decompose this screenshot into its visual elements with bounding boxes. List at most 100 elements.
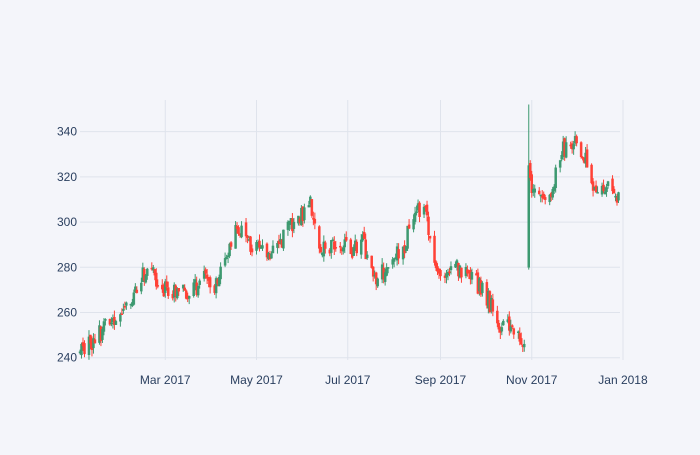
candle-increasing[interactable]: [114, 319, 118, 325]
candle-increasing[interactable]: [240, 221, 243, 239]
candle-increasing[interactable]: [261, 239, 264, 252]
candle-increasing[interactable]: [606, 180, 610, 189]
candle-increasing[interactable]: [146, 267, 149, 280]
candle-decreasing[interactable]: [93, 333, 97, 344]
candle-decreasing[interactable]: [370, 255, 373, 269]
candle-increasing[interactable]: [352, 244, 355, 256]
candle-decreasing[interactable]: [244, 217, 248, 243]
candle-increasing[interactable]: [359, 234, 363, 259]
candles-layer[interactable]: [78, 104, 620, 360]
candle-increasing[interactable]: [198, 278, 201, 289]
candle-decreasing[interactable]: [319, 244, 323, 254]
candle-decreasing[interactable]: [364, 233, 367, 260]
candle-decreasing[interactable]: [237, 225, 240, 236]
candle-decreasing[interactable]: [318, 225, 321, 254]
candle-decreasing[interactable]: [520, 332, 523, 345]
candle-increasing[interactable]: [386, 266, 390, 274]
candle-increasing[interactable]: [140, 277, 143, 295]
candle-increasing[interactable]: [122, 303, 125, 314]
candle-decreasing[interactable]: [208, 275, 212, 294]
candle-decreasing[interactable]: [418, 201, 421, 223]
candle-decreasing[interactable]: [355, 239, 358, 257]
candle-increasing[interactable]: [270, 251, 273, 259]
candle-decreasing[interactable]: [324, 240, 327, 254]
candle-decreasing[interactable]: [313, 212, 317, 230]
candle-decreasing[interactable]: [135, 286, 139, 294]
candle-increasing[interactable]: [125, 301, 128, 310]
candle-decreasing[interactable]: [496, 305, 499, 328]
candle-increasing[interactable]: [470, 268, 474, 285]
candle-increasing[interactable]: [234, 221, 237, 249]
candle-increasing[interactable]: [152, 264, 155, 273]
candle-decreasing[interactable]: [612, 186, 616, 194]
candle-increasing[interactable]: [617, 191, 620, 204]
candle-decreasing[interactable]: [334, 240, 338, 252]
candle-decreasing[interactable]: [591, 178, 595, 197]
candle-increasing[interactable]: [102, 318, 106, 336]
candle-increasing[interactable]: [449, 261, 453, 275]
candle-decreasing[interactable]: [177, 288, 180, 296]
candle-increasing[interactable]: [292, 217, 296, 234]
candle-decreasing[interactable]: [575, 134, 578, 147]
candle-increasing[interactable]: [481, 281, 484, 297]
candle-decreasing[interactable]: [156, 279, 160, 289]
candle-increasing[interactable]: [406, 225, 409, 252]
candle-decreasing[interactable]: [433, 230, 436, 266]
candle-increasing[interactable]: [119, 312, 122, 327]
candle-decreasing[interactable]: [407, 219, 411, 230]
candle-decreasing[interactable]: [428, 235, 432, 243]
candle-decreasing[interactable]: [460, 267, 463, 283]
candle-increasing[interactable]: [564, 136, 568, 159]
candle-decreasing[interactable]: [530, 170, 533, 198]
candle-decreasing[interactable]: [427, 211, 430, 241]
candle-decreasing[interactable]: [339, 241, 342, 254]
candle-decreasing[interactable]: [512, 327, 516, 339]
candle-increasing[interactable]: [415, 205, 418, 216]
candle-decreasing[interactable]: [265, 242, 269, 261]
candle-increasing[interactable]: [376, 277, 379, 288]
candle-increasing[interactable]: [343, 233, 347, 254]
candle-increasing[interactable]: [104, 318, 107, 326]
candle-increasing[interactable]: [196, 284, 200, 298]
candle-increasing[interactable]: [271, 240, 275, 254]
candle-increasing[interactable]: [219, 262, 222, 285]
candle-decreasing[interactable]: [229, 241, 233, 250]
candle-increasing[interactable]: [187, 295, 191, 305]
candle-decreasing[interactable]: [611, 175, 614, 195]
candle-increasing[interactable]: [527, 104, 531, 270]
candle-decreasing[interactable]: [250, 244, 254, 257]
candle-increasing[interactable]: [132, 289, 136, 306]
candle-decreasing[interactable]: [167, 281, 170, 299]
candle-decreasing[interactable]: [183, 284, 186, 291]
candle-increasing[interactable]: [365, 251, 369, 260]
candle-increasing[interactable]: [523, 339, 526, 352]
candle-increasing[interactable]: [596, 186, 599, 194]
candle-increasing[interactable]: [282, 229, 285, 251]
candle-decreasing[interactable]: [537, 187, 541, 195]
candle-decreasing[interactable]: [83, 340, 86, 358]
candle-increasing[interactable]: [502, 319, 505, 326]
candle-increasing[interactable]: [533, 184, 536, 198]
candle-increasing[interactable]: [330, 240, 333, 259]
candle-decreasing[interactable]: [579, 141, 583, 159]
candle-decreasing[interactable]: [491, 293, 495, 317]
candle-increasing[interactable]: [383, 268, 387, 286]
candle-decreasing[interactable]: [349, 237, 352, 255]
candle-increasing[interactable]: [223, 252, 227, 268]
candle-decreasing[interactable]: [397, 243, 400, 265]
candle-decreasing[interactable]: [543, 194, 547, 205]
candle-decreasing[interactable]: [205, 268, 209, 284]
candle-increasing[interactable]: [554, 164, 557, 193]
candle-decreasing[interactable]: [120, 308, 124, 315]
candle-decreasing[interactable]: [258, 234, 261, 252]
candle-decreasing[interactable]: [310, 199, 314, 218]
candle-decreasing[interactable]: [439, 268, 442, 281]
candle-decreasing[interactable]: [345, 231, 348, 242]
candle-increasing[interactable]: [303, 203, 306, 224]
candle-increasing[interactable]: [392, 258, 396, 268]
candle-decreasing[interactable]: [249, 235, 252, 256]
candle-decreasing[interactable]: [425, 200, 429, 222]
candle-increasing[interactable]: [605, 183, 608, 197]
candle-decreasing[interactable]: [511, 324, 514, 330]
candle-decreasing[interactable]: [497, 320, 501, 333]
